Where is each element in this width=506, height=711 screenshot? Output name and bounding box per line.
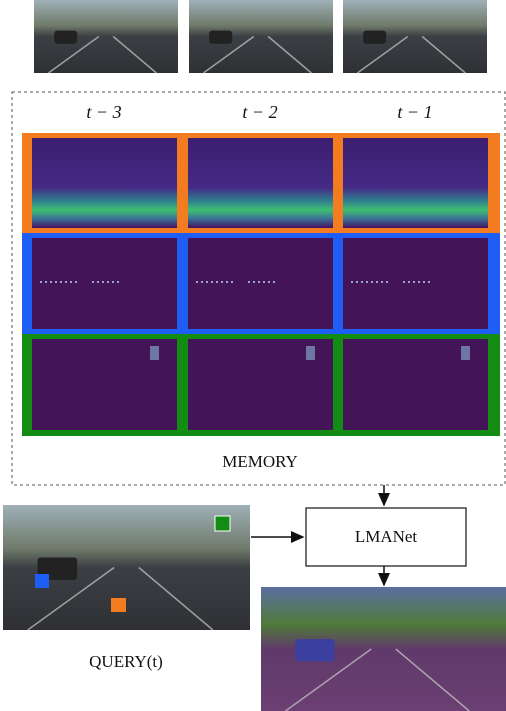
query-marker	[215, 516, 230, 531]
attention-map	[188, 238, 333, 329]
query-label: QUERY(t)	[89, 652, 163, 671]
attention-map	[343, 238, 488, 329]
figure: MEMORY LMANet QUERY(t) t − 3 t − 2 t − 1	[0, 0, 506, 711]
car	[209, 31, 232, 44]
attention-map	[32, 238, 177, 329]
memory-label: MEMORY	[222, 452, 298, 471]
time-label: t − 2	[242, 102, 277, 122]
car	[363, 31, 386, 44]
attention-spot	[461, 346, 470, 360]
model-label: LMANet	[355, 527, 418, 546]
attention-map	[188, 138, 333, 228]
query-marker	[35, 574, 49, 588]
time-label: t − 3	[86, 102, 121, 122]
car	[54, 31, 77, 44]
attention-map	[32, 138, 177, 228]
attention-spot	[306, 346, 315, 360]
query-marker	[111, 598, 126, 612]
time-label: t − 1	[397, 102, 432, 122]
attention-map	[343, 138, 488, 228]
attention-spot	[150, 346, 159, 360]
car	[295, 639, 334, 661]
